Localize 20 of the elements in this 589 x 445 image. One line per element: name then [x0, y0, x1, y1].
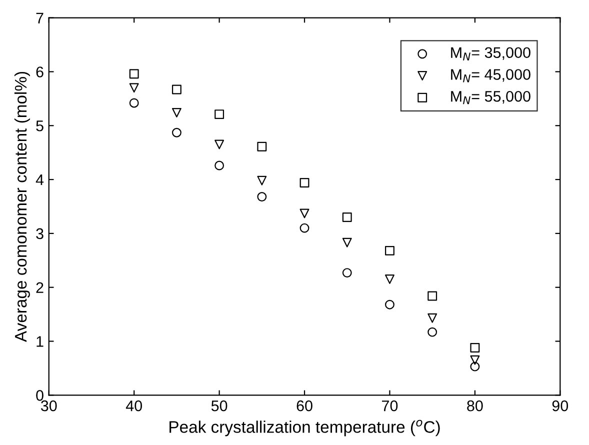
x-tick-label: 40 — [126, 400, 142, 412]
y-tick-label: 3 — [36, 228, 44, 240]
y-tick-label: 7 — [36, 12, 44, 24]
y-tick-label: 6 — [36, 66, 44, 78]
x-tick-label: 90 — [552, 400, 568, 412]
x-tick-label: 80 — [467, 400, 483, 412]
y-tick-label: 0 — [36, 390, 44, 401]
y-tick-label: 2 — [36, 282, 44, 293]
x-tick-label: 30 — [40, 400, 57, 412]
x-tick-label: 50 — [211, 400, 228, 412]
legend-label: M$_{N}$= 35,000 — [451, 47, 530, 60]
y-tick-label: 5 — [36, 120, 44, 132]
y-axis-title: Average comonomer content (mol%) — [14, 72, 30, 342]
y-tick-label: 1 — [36, 336, 44, 347]
legend-label: M$_{N}$= 55,000 — [451, 90, 530, 104]
x-tick-label: 60 — [296, 400, 312, 412]
legend-label: M$_{N}$= 45,000 — [451, 69, 530, 82]
x-axis-title: Peak crystallization temperature ($^{o}$C) — [170, 420, 440, 436]
x-tick-label: 70 — [382, 400, 398, 412]
y-tick-label: 4 — [36, 174, 44, 186]
